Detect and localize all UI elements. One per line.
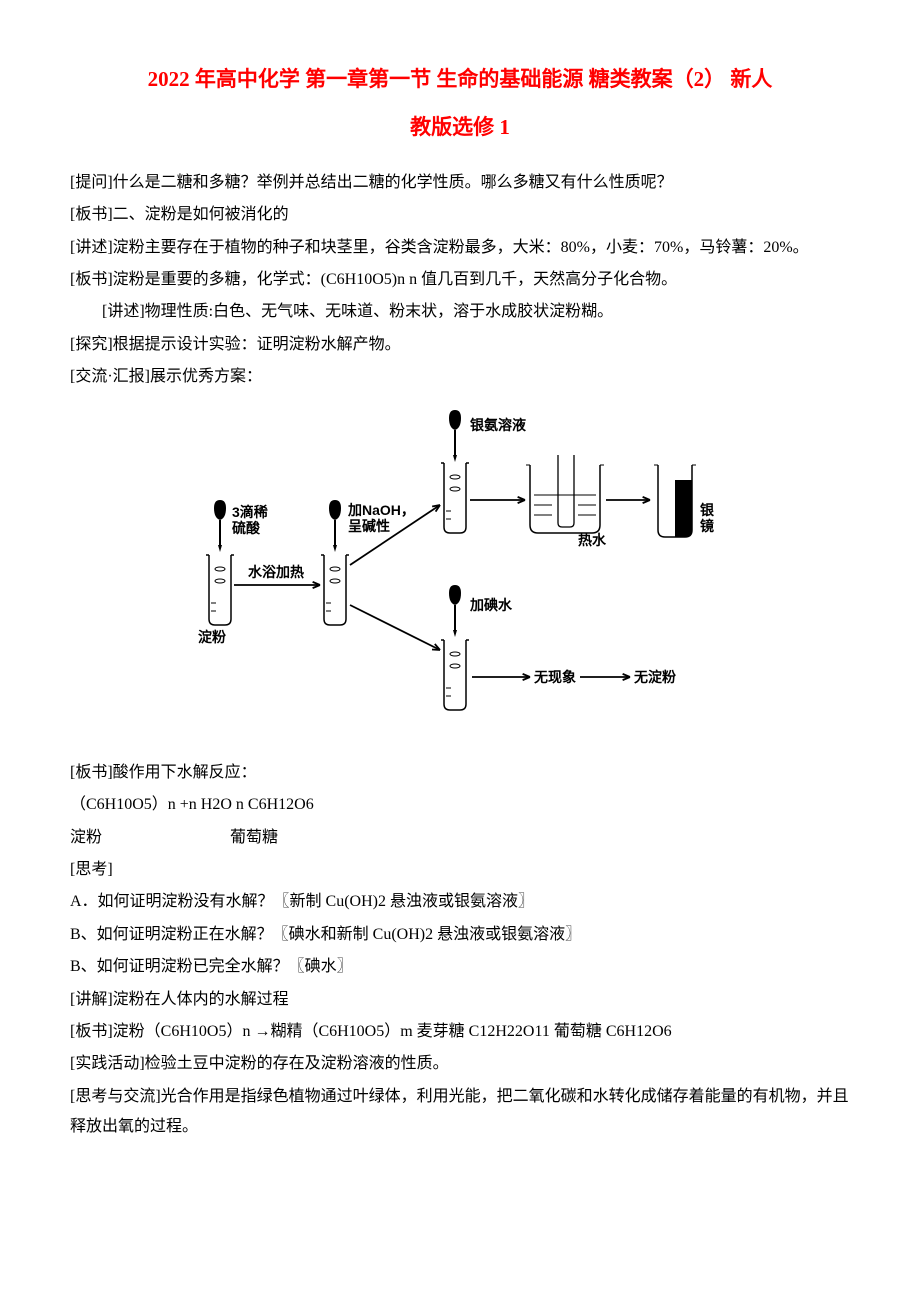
- paragraph-think-b2: B、如何证明淀粉已完全水解？〖碘水〗: [70, 952, 850, 982]
- svg-text:银: 银: [700, 502, 715, 518]
- paragraph-report: [交流·汇报]展示优秀方案：: [70, 362, 850, 392]
- svg-text:加NaOH，: 加NaOH，: [347, 502, 415, 518]
- paragraph-think-heading: [思考]: [70, 855, 850, 885]
- paragraph-practice: [实践活动]检验土豆中淀粉的存在及淀粉溶液的性质。: [70, 1049, 850, 1079]
- svg-text:加碘水: 加碘水: [469, 597, 513, 613]
- paragraph-equation: （C6H10O5）n +n H2O n C6H12O6: [70, 790, 850, 820]
- document-title-line2: 教版选修 1: [70, 108, 850, 148]
- paragraph-board-formula: [板书]淀粉是重要的多糖，化学式：(C6H10O5)n n 值几百到几千，天然高…: [70, 265, 850, 295]
- paragraph-think-a: A．如何证明淀粉没有水解？〖新制 Cu(OH)2 悬浊液或银氨溶液〗: [70, 887, 850, 917]
- svg-text:银氨溶液: 银氨溶液: [470, 417, 527, 433]
- svg-text:硫酸: 硫酸: [232, 520, 261, 536]
- paragraph-question: [提问]什么是二糖和多糖？举例并总结出二糖的化学性质。哪么多糖又有什么性质呢？: [70, 168, 850, 198]
- svg-text:热水: 热水: [578, 532, 607, 548]
- paragraph-explain: [讲解]淀粉在人体内的水解过程: [70, 985, 850, 1015]
- svg-text:淀粉: 淀粉: [198, 629, 226, 645]
- paragraph-lecture-2: [讲述]物理性质:白色、无气味、无味道、粉末状，溶于水成胶状淀粉糊。: [70, 297, 850, 327]
- paragraph-lecture-1: [讲述]淀粉主要存在于植物的种子和块茎里，谷类含淀粉最多，大米：80%，小麦：7…: [70, 233, 850, 263]
- paragraph-board-heading: [板书]二、淀粉是如何被消化的: [70, 200, 850, 230]
- paragraph-think-exchange: [思考与交流]光合作用是指绿色植物通过叶绿体，利用光能，把二氧化碳和水转化成储存…: [70, 1082, 850, 1143]
- document-title-line1: 2022 年高中化学 第一章第一节 生命的基础能源 糖类教案（2） 新人: [70, 60, 850, 100]
- paragraph-think-b1: B、如何证明淀粉正在水解？〖碘水和新制 Cu(OH)2 悬浊液或银氨溶液〗: [70, 920, 850, 950]
- svg-text:水浴加热: 水浴加热: [248, 564, 304, 580]
- svg-text:无现象: 无现象: [533, 669, 576, 685]
- paragraph-board-hydrolysis: [板书]酸作用下水解反应：: [70, 758, 850, 788]
- svg-text:镜: 镜: [700, 518, 714, 534]
- svg-text:无淀粉: 无淀粉: [633, 669, 676, 685]
- svg-text:3滴稀: 3滴稀: [232, 504, 268, 520]
- paragraph-equation-labels: 淀粉 葡萄糖: [70, 823, 850, 853]
- svg-text:呈碱性: 呈碱性: [348, 518, 390, 534]
- paragraph-explore: [探究]根据提示设计实验：证明淀粉水解产物。: [70, 330, 850, 360]
- experiment-diagram-container: 3滴稀硫酸淀粉 水浴加热 加NaOH，呈碱性 银氨溶液热水 银镜加碘水无现象 无淀粉: [70, 405, 850, 746]
- experiment-diagram: 3滴稀硫酸淀粉 水浴加热 加NaOH，呈碱性 银氨溶液热水 银镜加碘水无现象 无淀粉: [180, 405, 740, 735]
- paragraph-board-process: [板书]淀粉（C6H10O5）n →糊精（C6H10O5）m 麦芽糖 C12H2…: [70, 1017, 850, 1047]
